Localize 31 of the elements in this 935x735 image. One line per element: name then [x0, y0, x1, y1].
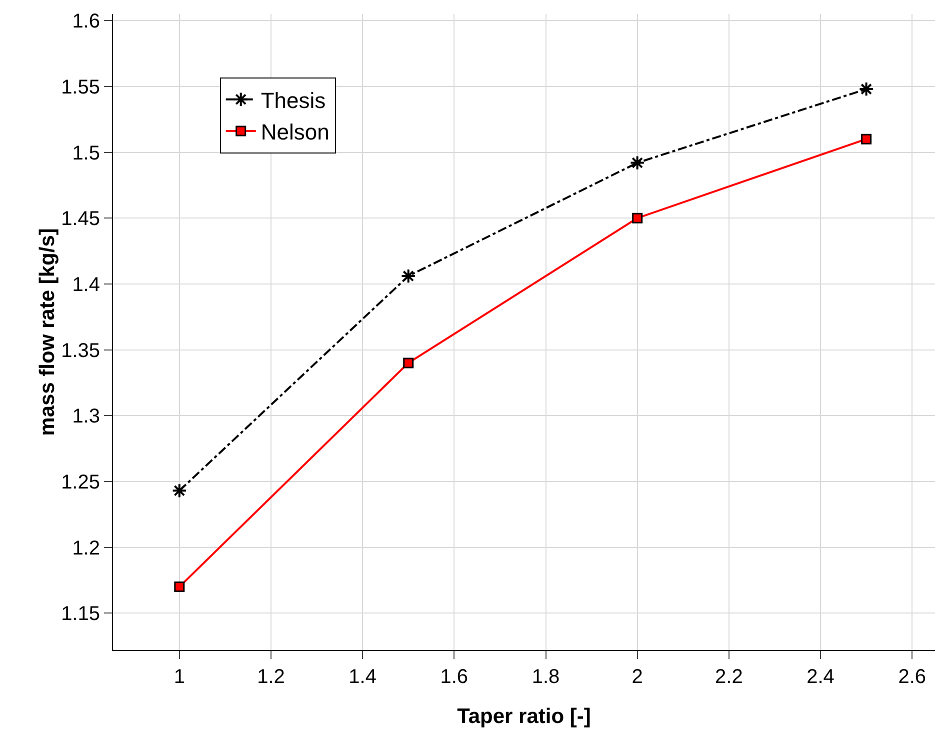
point	[630, 155, 645, 170]
x-axis-title: Taper ratio [-]	[457, 705, 591, 728]
x-tick-label: 2.4	[806, 666, 834, 688]
x-tick-label: 1.8	[532, 666, 560, 688]
y-tick-label: 1.6	[72, 10, 100, 33]
y-tick-label: 1.55	[61, 76, 100, 98]
point	[174, 582, 185, 592]
y-tick-label: 1.25	[61, 471, 100, 494]
y-tick-label: 1.2	[72, 537, 100, 560]
x-tick-label: 2.6	[898, 666, 926, 688]
x-tick-label: 2	[632, 666, 643, 688]
point	[172, 483, 187, 498]
point	[400, 268, 416, 284]
y-tick-label: 1.35	[61, 340, 100, 362]
x-tick-label: 1.6	[440, 666, 468, 688]
legend-label: Nelson	[260, 120, 330, 145]
x-tick-label: 1.2	[257, 666, 285, 688]
y-tick-label: 1.45	[61, 208, 100, 230]
y-tick-label: 1.15	[61, 603, 100, 626]
point	[861, 134, 872, 144]
point	[632, 212, 643, 224]
x-tick-label: 1	[174, 666, 185, 688]
y-axis-title: mass flow rate [kg/s]	[36, 228, 60, 436]
y-tick-label: 1.3	[72, 406, 100, 428]
x-tick-label: 2.2	[715, 666, 743, 688]
y-tick-label: 1.4	[72, 274, 100, 296]
legend-label: Thesis	[260, 88, 326, 113]
point	[858, 81, 874, 97]
y-tick-label: 1.5	[72, 142, 100, 164]
point	[403, 358, 414, 368]
x-tick-label: 1.4	[348, 666, 376, 688]
